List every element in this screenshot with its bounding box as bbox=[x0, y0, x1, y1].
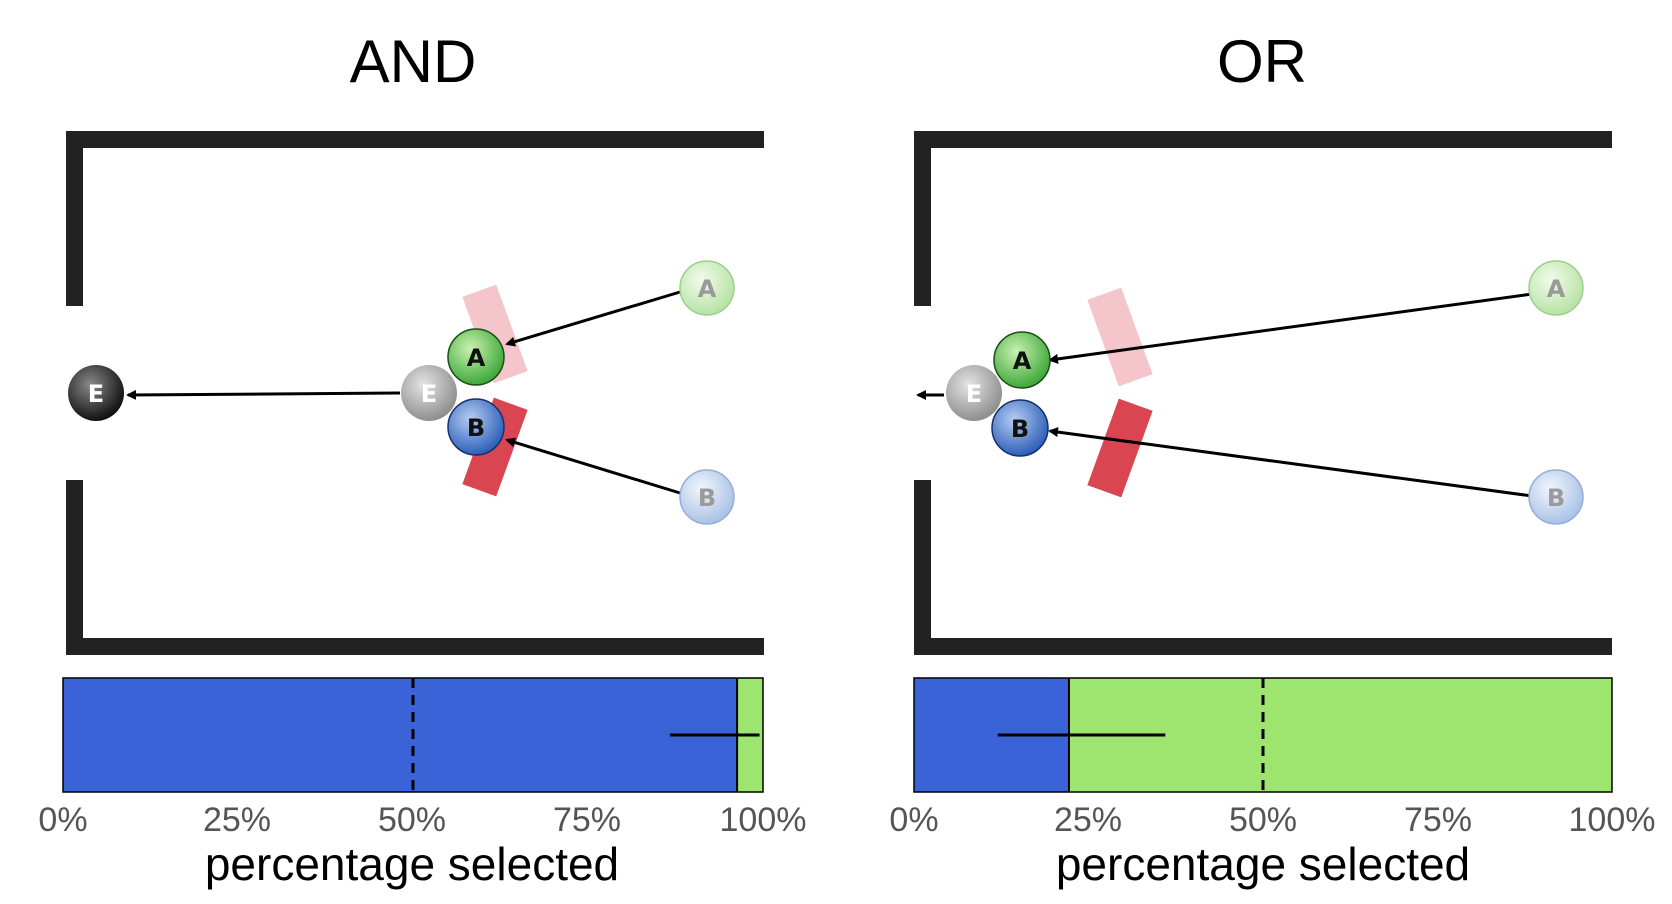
ball-a-start: A bbox=[679, 260, 735, 316]
result-bar-and bbox=[62, 677, 764, 793]
ball-a-mid: A bbox=[993, 331, 1051, 389]
ball-e-mid: E bbox=[401, 365, 457, 421]
arrow-a-to-center bbox=[505, 290, 681, 347]
svg-text:B: B bbox=[467, 414, 485, 442]
panel-title-and: AND bbox=[350, 28, 477, 95]
bar-segment-blue bbox=[63, 678, 738, 792]
tick-label: 75% bbox=[1404, 801, 1472, 839]
arrow-b-to-center bbox=[505, 437, 681, 495]
svg-text:B: B bbox=[1011, 415, 1029, 443]
axis-ticks-or: 0% 25% 50% 75% 100% bbox=[889, 801, 1655, 839]
wall-left-upper bbox=[914, 131, 931, 306]
obstacle-faint bbox=[462, 284, 528, 384]
panel-title-or: OR bbox=[1217, 28, 1307, 95]
svg-text:B: B bbox=[698, 484, 716, 512]
wall-left-lower bbox=[66, 480, 83, 655]
axis-ticks-and: 0% 25% 50% 75% 100% bbox=[38, 801, 806, 839]
svg-text:A: A bbox=[467, 344, 486, 372]
wall-left-lower bbox=[914, 480, 931, 655]
result-bar-or bbox=[913, 677, 1613, 793]
panel-or: OR A B E A bbox=[889, 28, 1655, 890]
tick-label: 50% bbox=[378, 801, 446, 839]
walls bbox=[66, 131, 764, 655]
tick-label: 50% bbox=[1229, 801, 1297, 839]
svg-text:A: A bbox=[1547, 275, 1566, 303]
wall-top bbox=[66, 131, 764, 148]
ball-a-start: A bbox=[1528, 260, 1584, 316]
obstacle-red bbox=[1087, 398, 1153, 498]
svg-text:A: A bbox=[1013, 347, 1032, 375]
ball-b-mid: B bbox=[447, 398, 505, 456]
wall-bottom bbox=[66, 638, 764, 655]
x-axis-label: percentage selected bbox=[205, 838, 619, 890]
tick-label: 25% bbox=[203, 801, 271, 839]
ball-b-mid: B bbox=[991, 399, 1049, 457]
x-axis-label: percentage selected bbox=[1056, 838, 1470, 890]
ball-b-start: B bbox=[679, 469, 735, 525]
ball-e-mid: E bbox=[946, 365, 1002, 421]
tick-label: 0% bbox=[38, 801, 87, 839]
panel-and: AND A B E A bbox=[38, 28, 806, 890]
svg-text:B: B bbox=[1547, 484, 1565, 512]
svg-text:E: E bbox=[88, 380, 104, 408]
wall-top bbox=[914, 131, 1612, 148]
walls bbox=[914, 131, 1612, 655]
arrow-a-to-center bbox=[1048, 292, 1533, 364]
arrow-e-to-exit bbox=[126, 389, 401, 400]
wall-bottom bbox=[914, 638, 1612, 655]
tick-label: 25% bbox=[1054, 801, 1122, 839]
svg-text:E: E bbox=[966, 380, 982, 408]
tick-label: 0% bbox=[889, 801, 938, 839]
svg-text:A: A bbox=[698, 275, 717, 303]
svg-text:E: E bbox=[421, 380, 437, 408]
ball-e-end: E bbox=[68, 365, 124, 421]
wall-left-upper bbox=[66, 131, 83, 306]
tick-label: 100% bbox=[720, 801, 807, 839]
arrow-b-to-center bbox=[1048, 427, 1533, 498]
ball-b-start: B bbox=[1528, 469, 1584, 525]
tick-label: 100% bbox=[1569, 801, 1656, 839]
ball-a-mid: A bbox=[447, 328, 505, 386]
tick-label: 75% bbox=[553, 801, 621, 839]
obstacle-faint bbox=[1087, 287, 1153, 387]
